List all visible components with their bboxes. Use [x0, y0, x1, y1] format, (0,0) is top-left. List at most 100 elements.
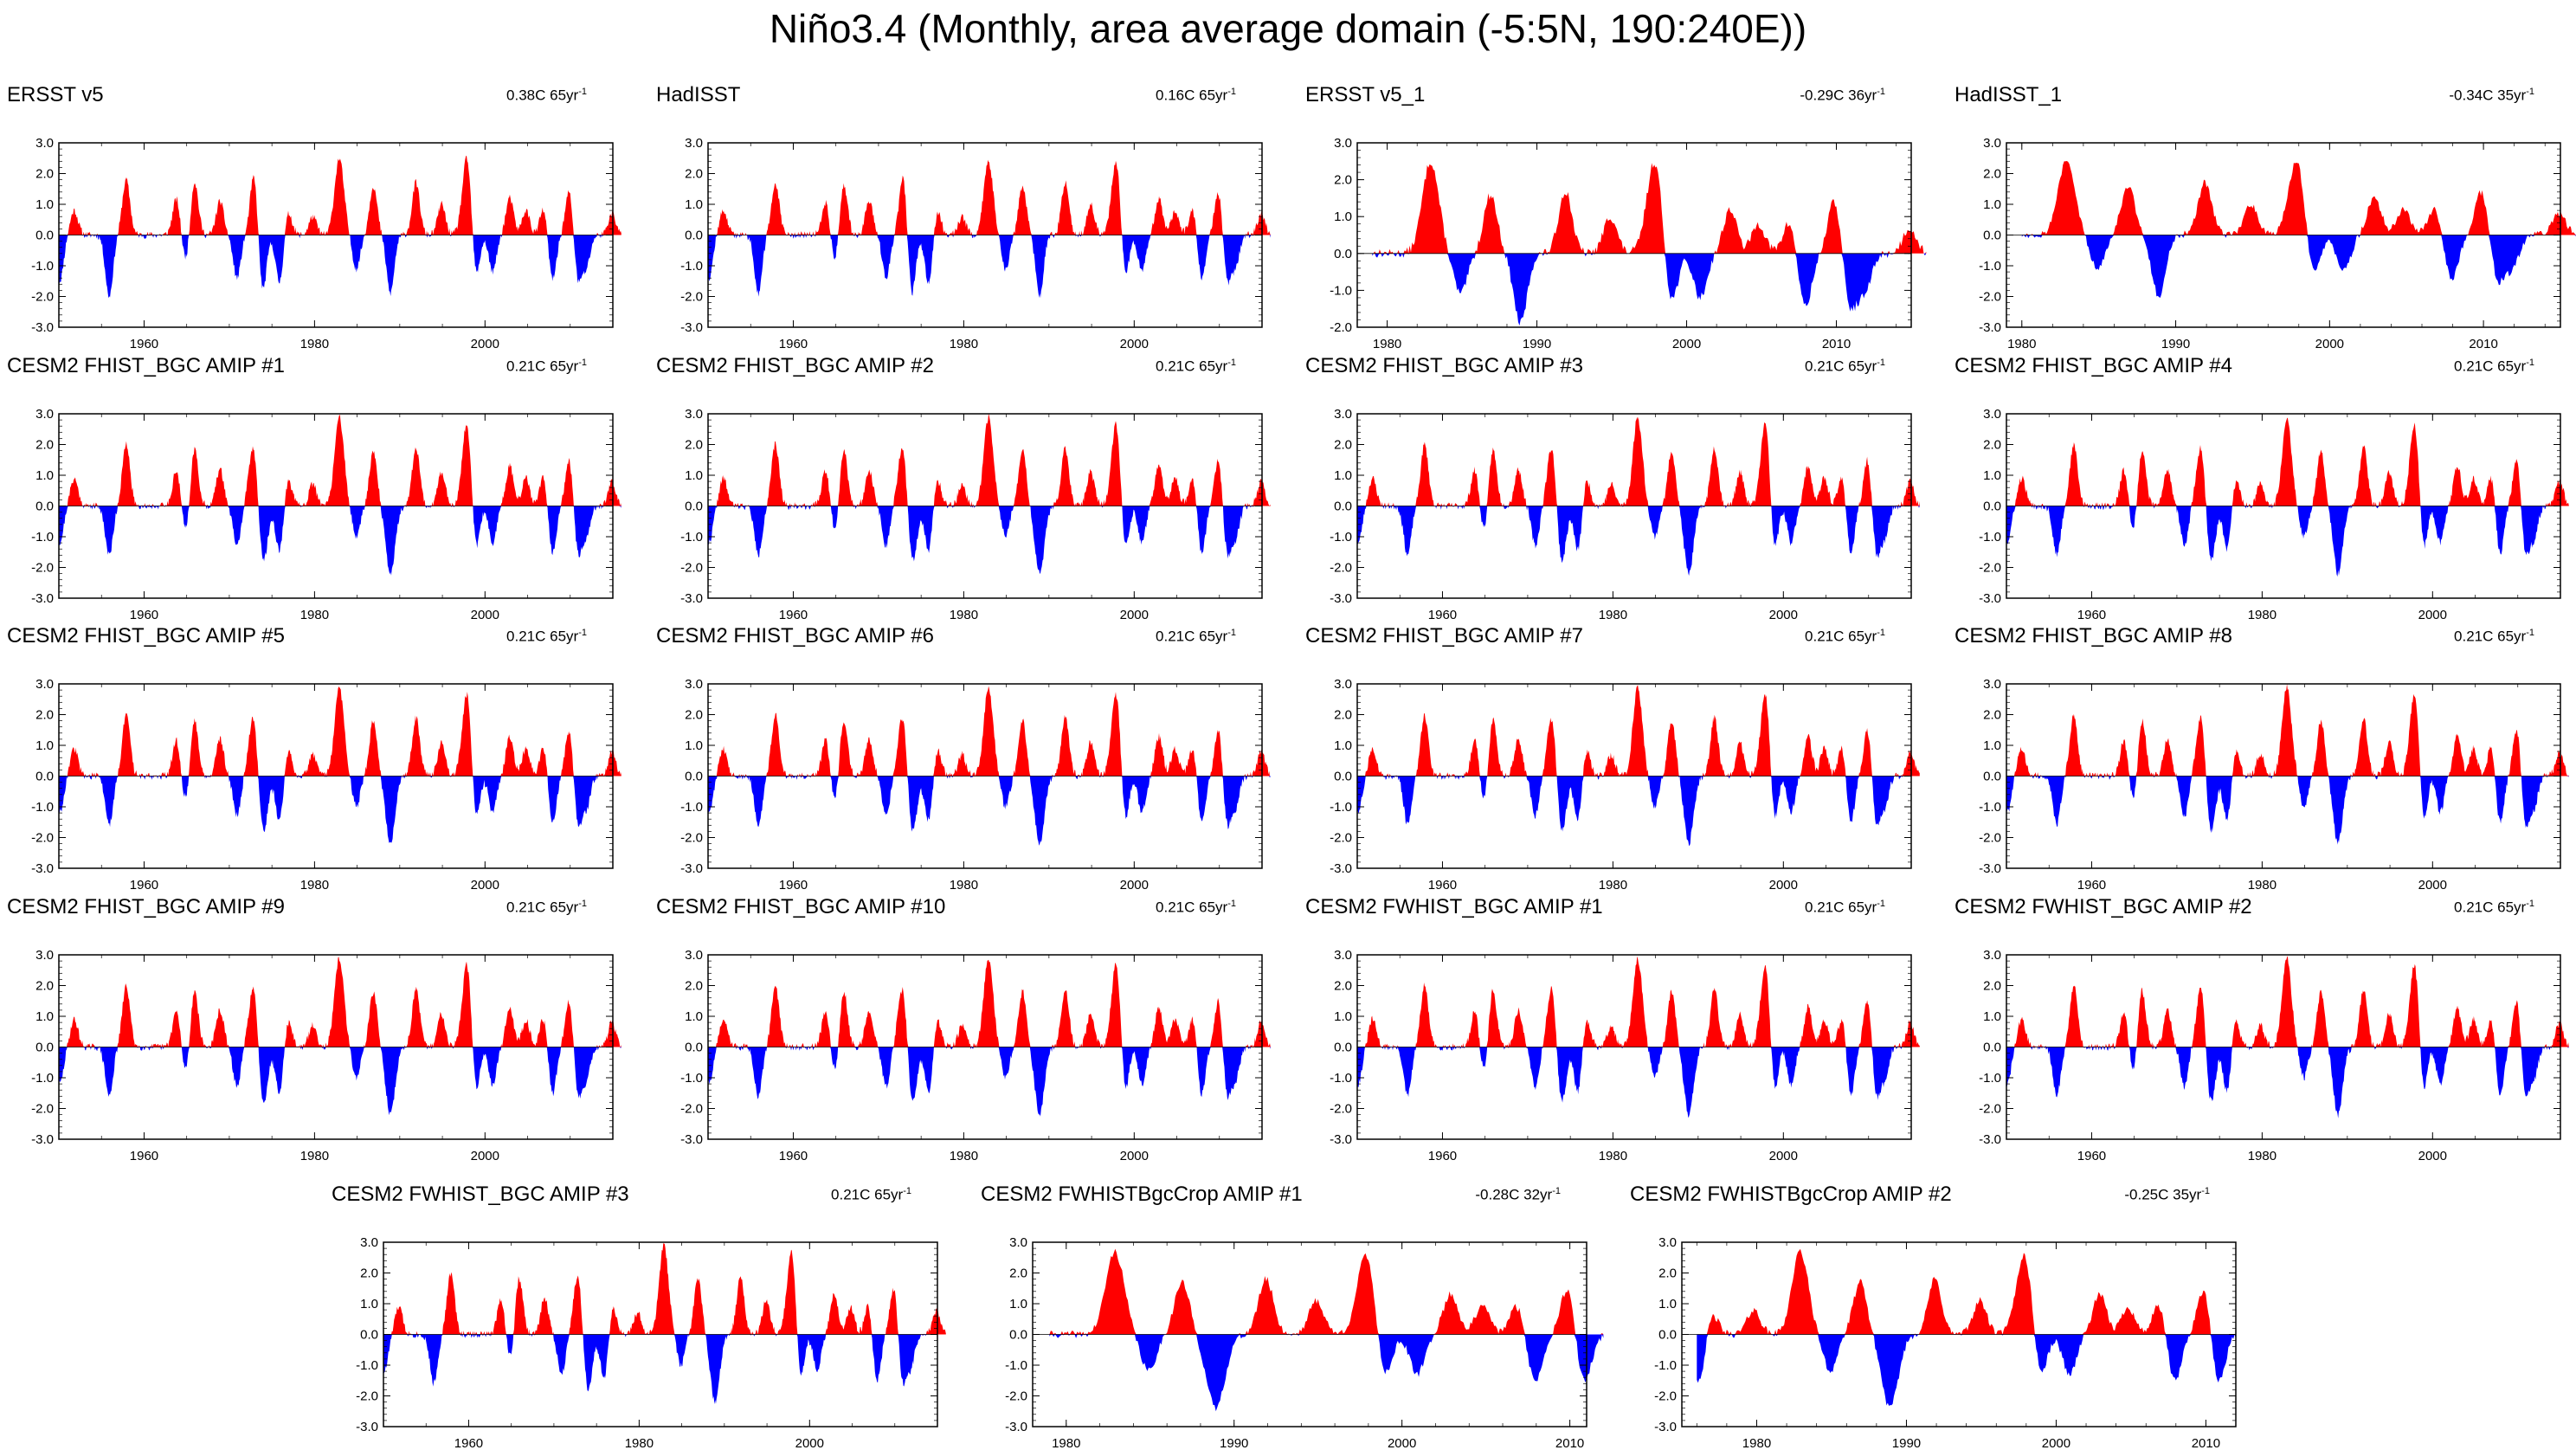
panel-trend-label: 0.21C 65yr-1 [1156, 628, 1236, 646]
x-tick-label: 2000 [1120, 1149, 1149, 1163]
y-tick-label: 0.0 [685, 499, 703, 514]
panel-trend-label: -0.29C 36yr-1 [1800, 87, 1885, 105]
y-tick-label: -1.0 [1979, 530, 2001, 545]
y-tick-label: -3.0 [31, 591, 54, 606]
y-tick-label: 0.0 [1334, 770, 1352, 784]
y-tick-label: -1.0 [1979, 1071, 2001, 1086]
panel-title: CESM2 FHIST_BGC AMIP #5 [7, 624, 285, 648]
panel-14: CESM2 FHIST_BGC AMIP #10 0.21C 65yr-1 3.0 2… [649, 895, 1271, 1163]
y-tick-label: -2.0 [1979, 561, 2001, 576]
negative-anomaly-area [1372, 253, 1927, 326]
y-tick-label: -1.0 [1005, 1358, 1027, 1373]
negative-anomaly-area [59, 776, 621, 843]
y-tick-label: -3.0 [31, 1132, 54, 1147]
x-tick-label: 1960 [779, 337, 808, 351]
panel-trend-label: 0.21C 65yr-1 [2454, 628, 2534, 646]
negative-anomaly-area [2006, 506, 2569, 577]
y-tick-label: -3.0 [31, 320, 54, 335]
y-tick-label: -2.0 [356, 1389, 378, 1404]
y-tick-label: -1.0 [1654, 1358, 1677, 1373]
y-tick-label: 2.0 [1658, 1266, 1677, 1281]
positive-anomaly-area [708, 413, 1271, 506]
y-tick-label: -3.0 [1654, 1420, 1677, 1434]
panel-plot: 3.0 2.0 1.0 0.0 -1.0 -2.0 1980 1990 2000 2010 [1330, 136, 1927, 351]
x-tick-label: 1960 [779, 878, 808, 893]
y-tick-label: 0.0 [1983, 499, 2001, 514]
y-tick-label: -1.0 [1330, 530, 1352, 545]
trend-exponent: -1 [2526, 628, 2534, 638]
x-tick-label: 1980 [1599, 608, 1627, 622]
x-tick-label: 1980 [300, 608, 329, 622]
panel-title: CESM2 FHIST_BGC AMIP #10 [656, 895, 946, 918]
positive-anomaly-area [2006, 683, 2569, 777]
plot-frame [1356, 142, 1912, 328]
x-tick-label: 2000 [1388, 1436, 1416, 1450]
panel-title: CESM2 FWHISTBgcCrop AMIP #2 [1630, 1183, 1952, 1206]
x-tick-label: 1990 [2161, 337, 2190, 351]
y-tick-label: -3.0 [356, 1420, 378, 1434]
x-tick-label: 2000 [795, 1436, 824, 1450]
y-tick-label: 2.0 [685, 167, 703, 182]
x-tick-label: 2000 [2418, 1149, 2447, 1163]
y-tick-label: 3.0 [685, 407, 703, 422]
y-tick-label: -3.0 [680, 1132, 703, 1147]
y-tick-label: 3.0 [35, 677, 54, 692]
y-tick-label: -1.0 [31, 800, 54, 815]
y-tick-label: -3.0 [1979, 1132, 2001, 1147]
y-tick-label: 2.0 [1334, 979, 1352, 994]
y-tick-label: 3.0 [35, 948, 54, 963]
y-tick-label: 0.0 [1983, 1041, 2001, 1055]
negative-anomaly-area [383, 1334, 946, 1405]
trend-value: 0.21C 65yr [1156, 628, 1228, 645]
y-tick-label: 3.0 [1334, 136, 1352, 151]
panel-trend-label: 0.21C 65yr-1 [2454, 899, 2534, 917]
negative-anomaly-area [59, 506, 621, 576]
panel-12: CESM2 FHIST_BGC AMIP #8 0.21C 65yr-1 3.0 2.… [1948, 624, 2569, 893]
y-tick-label: 1.0 [1983, 738, 2001, 753]
x-tick-label: 2000 [1672, 337, 1701, 351]
panel-plot: 3.0 2.0 1.0 0.0 -1.0 -2.0 -3.0 1960 1980 2000 [680, 948, 1271, 1163]
y-tick-label: 3.0 [1658, 1235, 1677, 1250]
x-tick-label: 1980 [950, 1149, 978, 1163]
x-tick-label: 1980 [300, 878, 329, 893]
y-tick-label: -1.0 [680, 1071, 703, 1086]
panel-plot: 3.0 2.0 1.0 0.0 -1.0 -2.0 -3.0 1960 1980 2000 [31, 136, 621, 351]
y-tick-label: -2.0 [1005, 1389, 1027, 1404]
x-tick-label: 2000 [2315, 337, 2344, 351]
trend-exponent: -1 [1227, 899, 1236, 909]
panel-trend-label: 0.21C 65yr-1 [1156, 358, 1236, 376]
y-tick-label: -2.0 [31, 290, 54, 305]
y-tick-label: 1.0 [1009, 1297, 1027, 1311]
x-tick-label: 2000 [2418, 878, 2447, 893]
y-tick-label: 3.0 [685, 677, 703, 692]
panel-18: CESM2 FWHISTBgcCrop AMIP #1 -0.28C 32yr-1… [974, 1183, 1604, 1450]
y-tick-label: 1.0 [1334, 468, 1352, 483]
positive-anomaly-area [708, 686, 1271, 777]
x-tick-label: 2010 [1822, 337, 1851, 351]
panel-6: CESM2 FHIST_BGC AMIP #2 0.21C 65yr-1 3.0 2.… [649, 354, 1271, 622]
panel-title: HadISST_1 [1955, 83, 2063, 106]
panel-15: CESM2 FWHIST_BGC AMIP #1 0.21C 65yr-1 3.0 2… [1298, 895, 1920, 1163]
panel-plot: 3.0 2.0 1.0 0.0 -1.0 -2.0 -3.0 1960 1980 2000 [31, 407, 621, 622]
x-tick-label: 1960 [1428, 1149, 1457, 1163]
y-tick-label: -1.0 [1979, 259, 2001, 274]
x-tick-label: 2000 [1769, 608, 1798, 622]
panel-plot: 3.0 2.0 1.0 0.0 -1.0 -2.0 -3.0 1960 1980 2000 [1979, 407, 2569, 622]
y-tick-label: -2.0 [680, 831, 703, 846]
y-tick-label: -3.0 [1979, 320, 2001, 335]
y-tick-label: -2.0 [1330, 831, 1352, 846]
trend-exponent: -1 [2526, 87, 2534, 97]
x-tick-label: 2000 [2042, 1436, 2070, 1450]
y-tick-label: 2.0 [1334, 438, 1352, 453]
panel-trend-label: -0.25C 35yr-1 [2124, 1186, 2210, 1204]
trend-value: 0.21C 65yr [1805, 899, 1877, 916]
trend-exponent: -1 [1877, 358, 1885, 368]
x-tick-label: 1990 [1220, 1436, 1248, 1450]
negative-anomaly-area [59, 1047, 621, 1116]
x-tick-label: 2000 [2418, 608, 2447, 622]
trend-value: -0.28C 32yr [1475, 1186, 1553, 1203]
x-tick-label: 1960 [454, 1436, 483, 1450]
trend-value: 0.21C 65yr [2454, 899, 2527, 916]
panel-plot: 3.0 2.0 1.0 0.0 -1.0 -2.0 -3.0 1960 1980 2000 [680, 677, 1271, 893]
panel-trend-label: 0.21C 65yr-1 [831, 1186, 911, 1204]
